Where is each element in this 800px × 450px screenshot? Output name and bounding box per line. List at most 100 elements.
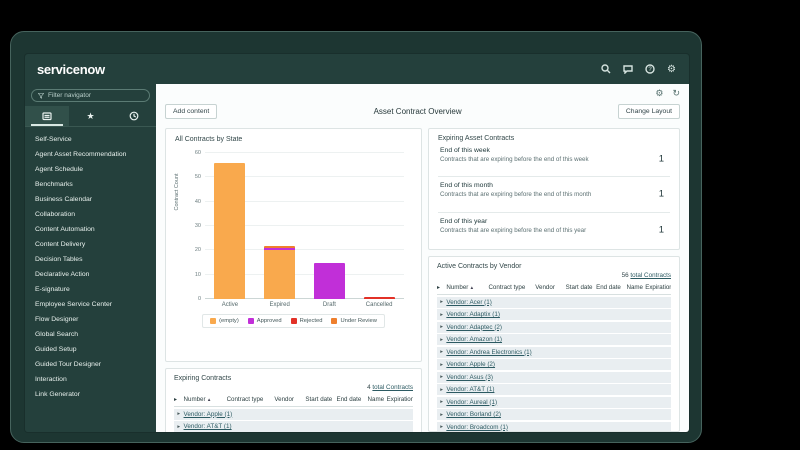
row-expand-caret-icon[interactable]: ▸: [440, 361, 444, 368]
sidebar-item-guided-tour-designer[interactable]: Guided Tour Designer: [35, 361, 101, 368]
gridline: [205, 249, 404, 251]
refresh-icon[interactable]: ↻: [672, 87, 680, 98]
sidebar-item-agent-asset-recommendation[interactable]: Agent Asset Recommendation: [35, 151, 127, 158]
expand-all-caret[interactable]: ▸: [174, 396, 178, 403]
vendor-group-link[interactable]: Vendor: Aureal (1): [446, 398, 498, 406]
row-expand-caret-icon[interactable]: ▸: [440, 324, 444, 330]
row-expand-caret-icon[interactable]: ▸: [440, 399, 444, 405]
row-expand-caret-icon[interactable]: ▸: [440, 336, 444, 343]
table-group-row[interactable]: ▸ Vendor: Andrea Electronics (1): [437, 346, 671, 358]
table-group-row[interactable]: ▸ Vendor: AT&T (1): [174, 421, 413, 432]
expand-all-caret[interactable]: ▸: [437, 284, 441, 291]
row-expand-caret-icon[interactable]: ▸: [440, 424, 444, 430]
row-expand-caret-icon[interactable]: ▸: [440, 349, 444, 355]
sidebar-item-agent-schedule[interactable]: Agent Schedule: [35, 166, 83, 173]
table-group-row[interactable]: ▸ Vendor: Broadcom (1): [437, 421, 671, 431]
stat-end-of-this-year[interactable]: End of this year Contracts that are expir…: [438, 213, 670, 247]
row-expand-caret-icon[interactable]: ▸: [177, 411, 181, 417]
sidebar-item-flow-designer[interactable]: Flow Designer: [35, 316, 79, 323]
vendor-group-link[interactable]: Vendor: Borland (2): [446, 411, 501, 418]
expiring-contracts-header: ▸ Number ▲ Contract type Vendor Start date En…: [174, 393, 413, 407]
sidebar-item-benchmarks[interactable]: Benchmarks: [35, 181, 73, 188]
column-header-contract-type[interactable]: Contract type: [226, 396, 264, 403]
total-contracts-link[interactable]: total Contracts: [630, 272, 671, 279]
column-header-end-date[interactable]: End date: [336, 396, 362, 403]
vendor-group-link[interactable]: Vendor: Amazon (1): [446, 336, 503, 343]
vendor-group-link[interactable]: Vendor: Andrea Electronics (1): [446, 348, 532, 356]
row-expand-caret-icon[interactable]: ▸: [440, 299, 444, 305]
vendor-group-link[interactable]: Vendor: Apple (1): [183, 410, 233, 418]
sidebar-item-interaction[interactable]: Interaction: [35, 376, 67, 383]
column-header-vendor[interactable]: Vendor: [274, 396, 294, 403]
sidebar-item-employee-service-center[interactable]: Employee Service Center: [35, 301, 113, 308]
bar-slot-active: [205, 153, 255, 299]
row-expand-caret-icon[interactable]: ▸: [440, 374, 444, 380]
column-header-start-date[interactable]: Start date: [305, 396, 333, 403]
column-header-contract-type[interactable]: Contract type: [488, 284, 526, 291]
column-header-vendor[interactable]: Vendor: [535, 284, 555, 291]
sidebar-item-global-search[interactable]: Global Search: [35, 331, 79, 338]
sidebar-item-e-signature[interactable]: E-signature: [35, 286, 70, 293]
column-header-end-date[interactable]: End date: [596, 284, 621, 291]
table-group-row[interactable]: ▸ Vendor: AT&T (1): [437, 384, 671, 395]
vendor-group-link[interactable]: Vendor: Asus (3): [446, 373, 493, 381]
bar-cancelled[interactable]: [363, 296, 395, 299]
row-expand-caret-icon[interactable]: ▸: [177, 423, 181, 430]
vendor-group-link[interactable]: Vendor: Apple (2): [446, 361, 496, 368]
filter-navigator[interactable]: [31, 89, 150, 102]
x-category-label: Draft: [322, 302, 336, 308]
sort-ascending-icon: ▲: [205, 397, 212, 402]
sidebar-item-declarative-action[interactable]: Declarative Action: [35, 271, 90, 278]
sidebar-item-content-automation[interactable]: Content Automation: [35, 226, 95, 233]
tab-favorites[interactable]: ★: [69, 106, 113, 126]
sidebar-item-business-calendar[interactable]: Business Calendar: [35, 196, 93, 203]
table-group-row[interactable]: ▸ Vendor: Apple (1): [174, 408, 413, 420]
sidebar-item-link-generator[interactable]: Link Generator: [35, 391, 80, 398]
column-header-expiration[interactable]: Expiration: [386, 396, 413, 403]
table-group-row[interactable]: ▸ Vendor: Asus (3): [437, 371, 671, 383]
stat-end-of-this-month[interactable]: End of this month Contracts that are expi…: [438, 177, 670, 213]
change-layout-button[interactable]: Change Layout: [617, 103, 680, 119]
tab-all-applications[interactable]: [25, 106, 69, 126]
column-header-name[interactable]: Name: [626, 284, 643, 291]
row-expand-caret-icon[interactable]: ▸: [440, 411, 444, 418]
column-header-number[interactable]: Number ▲: [183, 396, 212, 403]
column-header-start-date[interactable]: Start date: [565, 284, 593, 291]
table-group-row[interactable]: ▸ Vendor: Acer (1): [437, 296, 671, 308]
table-group-row[interactable]: ▸ Vendor: Adaptec (2): [437, 321, 671, 333]
stat-end-of-this-week[interactable]: End of this week Contracts that are expir…: [438, 142, 670, 178]
sidebar-item-collaboration[interactable]: Collaboration: [35, 211, 76, 218]
sidebar-item-guided-setup[interactable]: Guided Setup: [35, 346, 77, 353]
filter-navigator-input[interactable]: [48, 92, 143, 99]
table-group-row[interactable]: ▸ Vendor: Apple (2): [437, 359, 671, 370]
table-group-row[interactable]: ▸ Vendor: Aureal (1): [437, 396, 671, 408]
bar-active[interactable]: [214, 162, 246, 299]
column-header-expiration[interactable]: Expiration: [645, 284, 671, 291]
bar-expired[interactable]: [264, 245, 296, 299]
add-content-button[interactable]: Add content: [165, 103, 218, 119]
sidebar-item-decision-tables[interactable]: Decision Tables: [35, 256, 83, 263]
chat-icon[interactable]: [622, 64, 633, 75]
gear-icon[interactable]: ⚙: [667, 63, 676, 75]
tab-history[interactable]: [112, 106, 156, 126]
vendor-group-link[interactable]: Vendor: Broadcom (1): [446, 423, 508, 431]
vendor-group-link[interactable]: Vendor: Adaptix (1): [446, 311, 500, 318]
bar-draft[interactable]: [313, 262, 345, 299]
sidebar-item-content-delivery[interactable]: Content Delivery: [35, 241, 86, 248]
row-expand-caret-icon[interactable]: ▸: [440, 386, 444, 393]
dashboard-settings-gear-icon[interactable]: ⚙: [655, 87, 664, 98]
row-expand-caret-icon[interactable]: ▸: [440, 311, 444, 318]
vendor-group-link[interactable]: Vendor: AT&T (1): [183, 423, 232, 430]
table-group-row[interactable]: ▸ Vendor: Amazon (1): [437, 334, 671, 345]
vendor-group-link[interactable]: Vendor: Adaptec (2): [446, 323, 503, 331]
table-group-row[interactable]: ▸ Vendor: Borland (2): [437, 409, 671, 420]
vendor-group-link[interactable]: Vendor: Acer (1): [446, 298, 492, 306]
column-header-number[interactable]: Number ▲: [446, 284, 475, 291]
total-contracts-link[interactable]: total Contracts: [372, 384, 413, 391]
search-icon[interactable]: [600, 64, 611, 75]
table-group-row[interactable]: ▸ Vendor: Adaptix (1): [437, 309, 671, 320]
sidebar-item-self-service[interactable]: Self-Service: [35, 136, 72, 143]
vendor-group-link[interactable]: Vendor: AT&T (1): [446, 386, 495, 393]
help-icon[interactable]: ?: [644, 64, 655, 75]
column-header-name[interactable]: Name: [367, 396, 385, 403]
